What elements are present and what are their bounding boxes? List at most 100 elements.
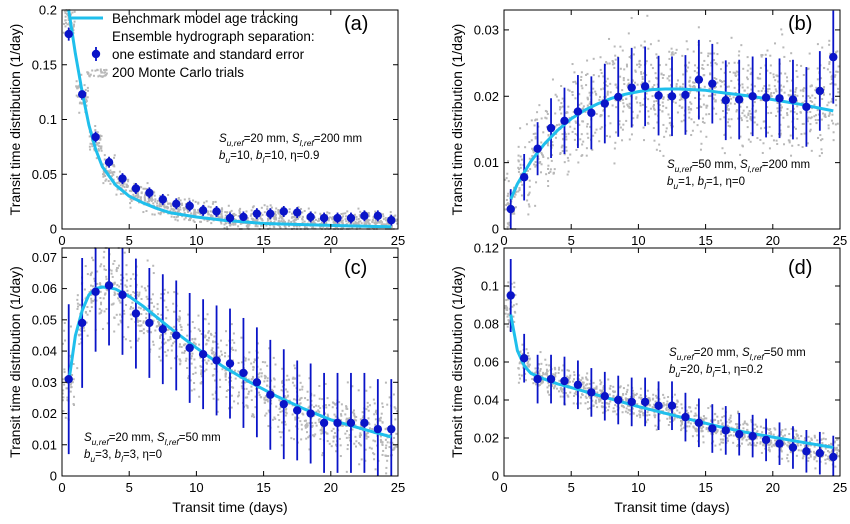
monte-carlo-point [827,101,830,104]
monte-carlo-point [747,64,750,67]
monte-carlo-point [113,293,116,296]
monte-carlo-point [86,96,89,99]
monte-carlo-point [776,438,779,441]
monte-carlo-point [763,126,766,129]
monte-carlo-point [341,216,344,219]
monte-carlo-point [625,119,628,122]
monte-carlo-point [796,75,799,78]
estimate-point [252,209,262,218]
monte-carlo-point [338,401,341,404]
monte-carlo-point [588,407,591,410]
monte-carlo-point [824,447,827,450]
monte-carlo-point [834,99,837,102]
monte-carlo-point [750,419,753,422]
monte-carlo-point [224,211,227,214]
monte-carlo-point [554,368,557,371]
monte-carlo-point [367,421,370,424]
estimate-point [761,435,771,445]
monte-carlo-point [753,101,756,104]
monte-carlo-point [214,340,217,343]
monte-carlo-point [285,379,288,382]
monte-carlo-point [526,362,529,365]
monte-carlo-point [382,215,385,218]
estimate-point [681,412,690,422]
monte-carlo-point [113,156,116,159]
monte-carlo-point [702,94,705,97]
monte-carlo-point [828,39,831,42]
monte-carlo-point [504,178,507,181]
monte-carlo-point [694,427,697,430]
estimate-point [91,132,100,142]
monte-carlo-point [690,134,693,137]
monte-carlo-point [796,99,799,102]
monte-carlo-point [749,112,752,115]
monte-carlo-point [722,110,725,113]
monte-carlo-point [104,292,107,295]
monte-carlo-point [534,161,537,164]
monte-carlo-point [200,375,203,378]
monte-carlo-point [835,51,838,54]
estimate-point [614,92,623,102]
estimate-point [239,212,248,222]
monte-carlo-point [655,428,658,431]
monte-carlo-point [761,99,764,102]
monte-carlo-point [705,428,708,431]
monte-carlo-point [630,133,633,136]
monte-carlo-point [207,331,210,334]
monte-carlo-point [80,102,83,105]
monte-carlo-point [282,219,285,222]
monte-carlo-point [647,98,650,101]
monte-carlo-point [125,279,128,282]
monte-carlo-point [549,170,552,173]
monte-carlo-point [506,172,509,175]
monte-carlo-point [806,118,809,121]
estimate-points [506,291,838,462]
monte-carlo-point [359,418,362,421]
monte-carlo-point [809,455,812,458]
monte-carlo-point [592,74,595,77]
monte-carlo-point [145,295,148,298]
monte-carlo-point [673,393,676,396]
monte-carlo-point [525,365,528,368]
monte-carlo-point [680,427,683,430]
y-tick-label: 0 [492,469,499,484]
monte-carlo-point [789,134,792,137]
monte-carlo-point [197,328,200,331]
monte-carlo-point [83,288,86,291]
monte-carlo-point [651,406,654,409]
monte-carlo-point [327,415,330,418]
estimate-point [546,374,556,384]
monte-carlo-point [130,346,133,349]
monte-carlo-point [571,93,574,96]
monte-carlo-point [146,182,149,185]
monte-carlo-point [151,213,154,216]
monte-carlo-point [180,326,183,329]
monte-carlo-point [796,435,799,438]
monte-carlo-point [663,396,666,399]
monte-carlo-point [178,318,181,321]
monte-carlo-point [252,219,255,222]
monte-carlo-point [127,180,130,183]
subscript: u [90,454,95,464]
monte-carlo-point [113,282,116,285]
monte-carlo-point [819,139,822,142]
monte-carlo-point [275,217,278,220]
monte-carlo-point [298,374,301,377]
monte-carlo-point [549,168,552,171]
monte-carlo-point [367,211,370,214]
monte-carlo-point [700,430,703,433]
monte-carlo-point [727,85,730,88]
monte-carlo-point [835,104,838,107]
monte-carlo-point [571,63,574,66]
monte-carlo-point [136,191,139,194]
monte-carlo-point [158,347,161,350]
estimate-point [131,184,141,193]
y-tick-label: 0.03 [474,22,499,37]
monte-carlo-point [760,451,763,454]
monte-carlo-point [655,99,658,102]
monte-carlo-point [674,52,677,55]
monte-carlo-point [119,319,122,322]
monte-carlo-point [223,223,226,226]
monte-carlo-point [569,374,572,377]
monte-carlo-point [693,121,696,124]
